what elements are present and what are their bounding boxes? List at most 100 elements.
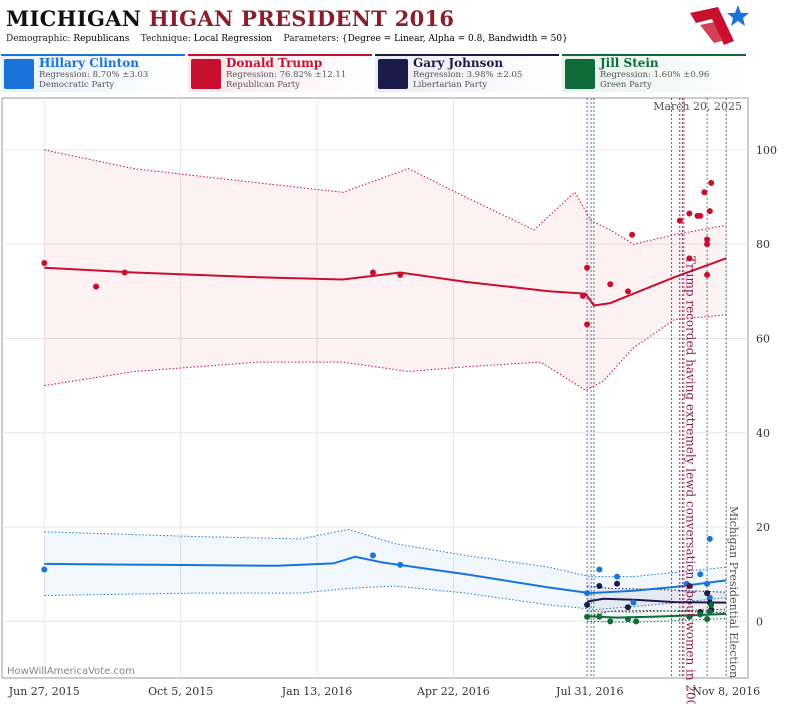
parameter-line: Demographic: Republicans Technique: Loca… — [6, 34, 568, 44]
candidate-card-1: Donald Trump Regression: 76.82% ±12.11 Rep… — [188, 54, 372, 92]
candidate-card-2: Gary Johnson Regression: 3.98% ±2.05 Liber… — [375, 54, 559, 92]
leaf-icon — [565, 59, 595, 89]
data-point — [708, 179, 715, 186]
data-point — [93, 283, 100, 290]
candidate-reg: Regression: 8.70% ±3.03 — [39, 70, 149, 80]
candidate-name: Gary Johnson — [413, 56, 504, 70]
data-point — [706, 608, 713, 615]
data-point — [614, 573, 621, 580]
data-point — [706, 208, 713, 215]
x-tick-label: Apr 22, 2016 — [416, 685, 490, 698]
x-tick-label: Nov 8, 2016 — [692, 685, 760, 698]
x-tick-label: Jun 27, 2015 — [8, 685, 80, 698]
y-tick-label: 60 — [756, 332, 770, 345]
lower-bound-1 — [44, 585, 727, 611]
candidate-party: Green Party — [600, 80, 652, 90]
y-tick-label: 40 — [756, 427, 770, 440]
data-point — [629, 231, 636, 238]
y-tick-label: 80 — [756, 238, 770, 251]
data-point — [686, 583, 693, 590]
data-point — [624, 616, 631, 623]
donkey-icon — [4, 59, 34, 89]
data-point — [630, 599, 637, 606]
data-point — [614, 580, 621, 587]
data-point — [121, 269, 128, 276]
plot-area — [1, 97, 749, 679]
data-point — [704, 580, 711, 587]
chart-title: MICHIGAN HIGAN PRESIDENT 2016 — [6, 6, 454, 31]
title-state: MICHIGAN — [6, 6, 142, 31]
y-tick-label: 100 — [756, 144, 777, 157]
y-tick-label: 0 — [756, 615, 763, 628]
regression-chart: 0 20 40 60 80 100 Jun 27, 2015 Oct 5, 2015 Jan 1… — [1, 97, 777, 704]
data-point — [708, 601, 715, 608]
x-tick-label: Jan 13, 2016 — [281, 685, 353, 698]
data-point — [584, 601, 591, 608]
trend-line-0 — [44, 257, 727, 307]
technique-value: Local Regression — [193, 34, 273, 44]
candidate-card-0: Hillary Clinton Regression: 8.70% ±3.03 De… — [1, 54, 185, 92]
upper-bound-1 — [44, 528, 727, 578]
data-point — [596, 583, 603, 590]
candidate-name: Donald Trump — [226, 56, 323, 70]
upper-bound-3 — [587, 608, 727, 613]
upper-bound-0 — [44, 149, 727, 245]
parameters-value: {Degree = Linear, Alpha = 0.8, Bandwidth… — [341, 34, 568, 44]
chart-date-label: March 20, 2025 — [653, 100, 742, 113]
candidate-party: Republican Party — [226, 80, 300, 90]
candidate-name: Hillary Clinton — [39, 56, 139, 70]
data-point — [704, 241, 711, 248]
confidence-band-1 — [44, 529, 727, 610]
candidate-name: Jill Stein — [600, 56, 659, 70]
data-point — [676, 217, 683, 224]
confidence-band-0 — [44, 149, 727, 391]
data-point — [706, 535, 713, 542]
trend-line-3 — [587, 612, 727, 619]
candidate-reg: Regression: 76.82% ±12.11 — [226, 70, 347, 80]
demographic-value: Republicans — [73, 34, 130, 44]
candidate-card-3: Jill Stein Regression: 1.60% ±0.96 Green P… — [562, 54, 746, 92]
candidate-party: Libertarian Party — [413, 80, 488, 90]
x-tick-label: Oct 5, 2015 — [148, 685, 213, 698]
elephant-icon — [191, 59, 221, 89]
data-point — [584, 321, 591, 328]
data-point — [686, 613, 693, 620]
data-point — [584, 613, 591, 620]
event-label-1: Michigan Presidential Election — [727, 506, 740, 678]
data-point — [607, 618, 614, 625]
y-tick-label: 20 — [756, 521, 770, 534]
data-point — [607, 281, 614, 288]
data-point — [697, 212, 704, 219]
data-point — [697, 611, 704, 618]
watermark-text: HowWillAmericaVote.com — [7, 666, 135, 677]
data-point — [704, 616, 711, 623]
data-point — [624, 288, 631, 295]
data-point — [704, 236, 711, 243]
data-point — [686, 210, 693, 217]
title-race: HIGAN PRESIDENT 2016 — [148, 6, 455, 31]
candidate-party: Democratic Party — [39, 80, 115, 90]
x-tick-label: Jul 31, 2016 — [555, 685, 624, 698]
data-point — [579, 293, 586, 300]
data-point — [596, 566, 603, 573]
data-point — [633, 618, 640, 625]
site-logo-icon — [690, 5, 749, 45]
candidate-reg: Regression: 3.98% ±2.05 — [413, 70, 523, 80]
data-point — [697, 571, 704, 578]
data-point — [584, 590, 591, 597]
data-point — [369, 552, 376, 559]
data-point — [41, 260, 48, 267]
data-point — [706, 594, 713, 601]
data-point — [624, 604, 631, 611]
data-point — [41, 566, 48, 573]
data-point — [596, 613, 603, 620]
data-point — [397, 561, 404, 568]
trend-line-1 — [44, 555, 727, 595]
event-label-0: Trump recorded having extremely lewd con… — [684, 256, 698, 704]
candidate-reg: Regression: 1.60% ±0.96 — [600, 70, 710, 80]
data-point — [704, 271, 711, 278]
data-point — [584, 264, 591, 271]
data-point — [397, 271, 404, 278]
data-point — [701, 189, 708, 196]
data-point — [686, 255, 693, 262]
